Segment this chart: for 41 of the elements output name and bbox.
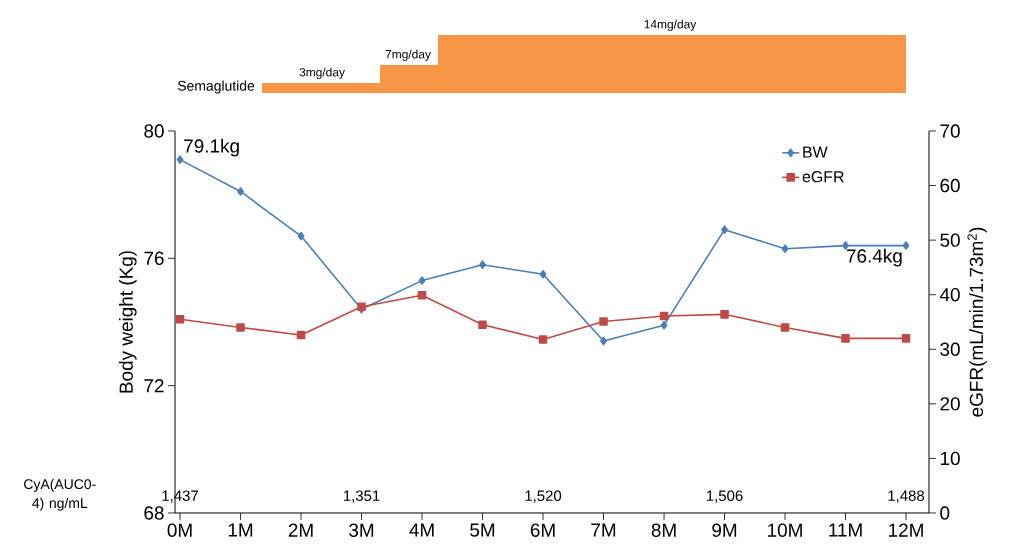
y-axis-title: Body weight (Kg) [118,251,137,393]
x-tick-label: 1M [228,523,253,537]
x-tick-label: 8M [651,523,676,537]
x-tick-label: 3M [349,523,374,537]
annotation: 79.1kg [184,138,239,157]
y2-tick-label: 40 [939,288,960,302]
y2-tick-label: 0 [940,506,950,520]
annotation: 1,520 [525,490,562,503]
x-tick-label: 7M [591,523,616,537]
y2-tick-label: 70 [940,124,960,138]
text: Semaglutide [177,80,255,94]
x-tick-label: 4M [409,523,434,537]
legend-label: eGFR [802,171,844,183]
x-tick-label: 10M [768,523,802,537]
x-tick-label: 6M [530,523,555,537]
x-tick-label: 12M [889,523,923,537]
y-tick-label: 72 [144,379,164,393]
text: CyA(AUC0-4) ng/mL [24,478,96,511]
x-tick-label: 2M [288,523,313,537]
x-tick-label: 11M [829,523,862,537]
text: 3mg/day [299,67,345,79]
y2-tick-label: 60 [940,178,960,193]
y-tick-label: 68 [144,506,164,520]
annotation: 1,437 [162,490,198,503]
annotation: 1,488 [888,490,925,503]
legend-label: BW [803,146,828,158]
y2-axis-title: eGFR(mL/min/1.73m$^{2}$) [967,227,987,417]
annotation: 76.4kg [846,248,902,267]
x-tick-label: 5M [470,523,495,537]
x-tick-label: 0M [167,523,192,537]
y-tick-label: 80 [144,124,164,138]
y2-tick-label: 10 [940,451,960,466]
annotation: 1,506 [706,490,743,503]
y2-tick-label: 50 [940,233,960,247]
y2-tick-label: 20 [940,397,960,411]
annotation: 1,351 [343,490,380,503]
y-tick-label: 76 [144,251,164,266]
text: 7mg/day [385,49,431,61]
text: 14mg/day [644,19,697,31]
y2-tick-label: 30 [940,342,960,356]
x-tick-label: 9M [712,523,737,537]
